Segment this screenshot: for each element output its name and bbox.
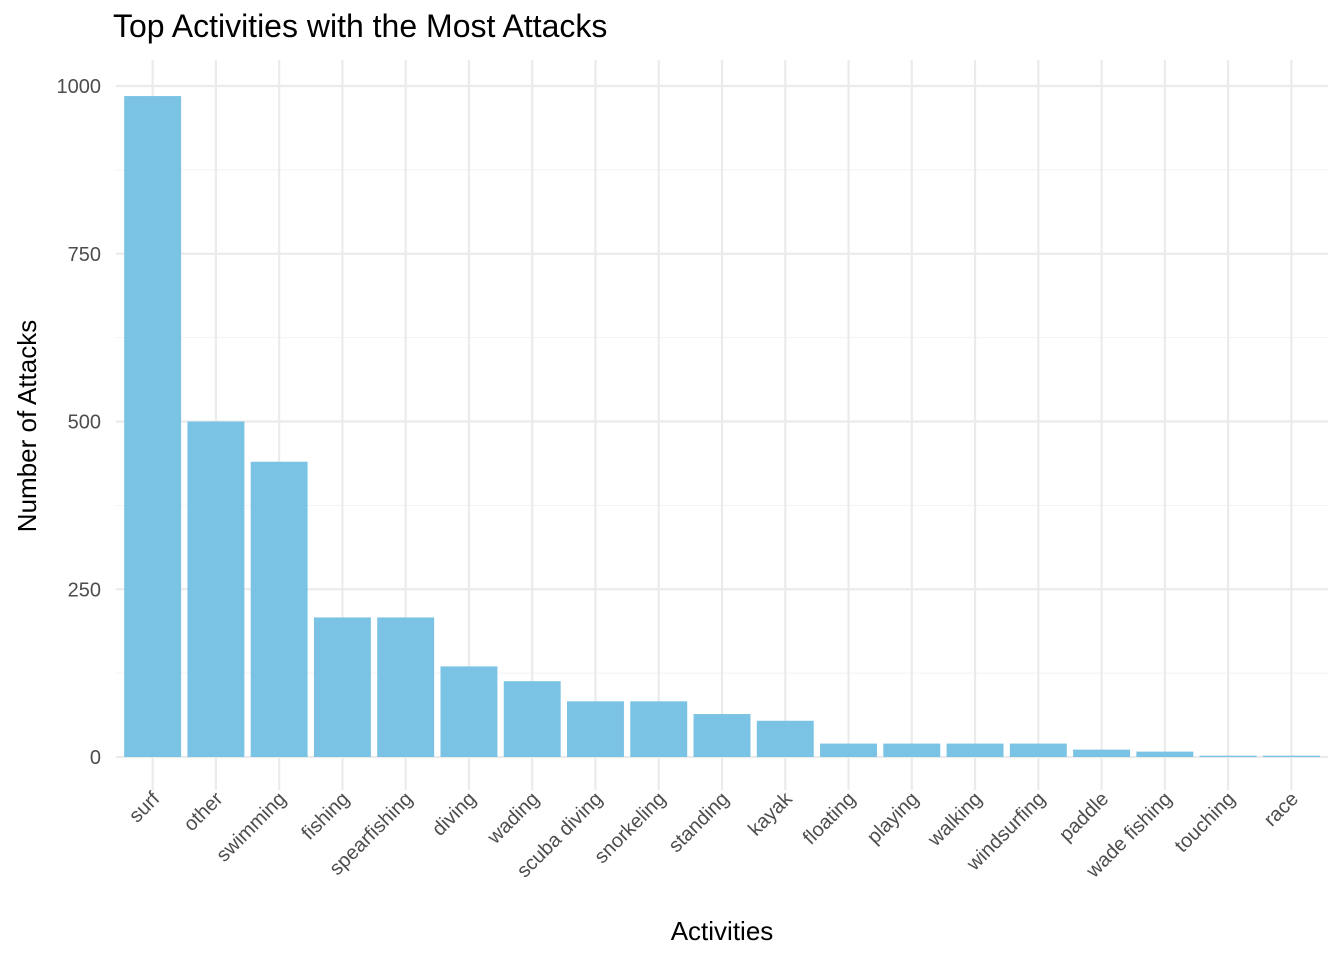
- bar-other: [187, 421, 245, 757]
- bar-kayak: [756, 720, 814, 757]
- x-tick-label: other: [180, 788, 228, 836]
- bar-standing: [693, 714, 751, 757]
- x-tick-label: surf: [125, 788, 164, 827]
- bar-windsurfing: [1009, 743, 1067, 757]
- bar-race: [1262, 755, 1320, 757]
- x-tick-label: walking: [923, 788, 986, 851]
- x-tick-label: fishing: [298, 788, 354, 844]
- x-tick-label: floating: [799, 788, 860, 849]
- bar-surf: [124, 96, 182, 757]
- x-tick-label: touching: [1171, 788, 1240, 857]
- x-tick-label: race: [1260, 788, 1303, 831]
- x-tick-label: kayak: [744, 787, 797, 840]
- y-tick-label: 0: [90, 747, 101, 769]
- bar-playing: [883, 743, 941, 757]
- y-tick-label: 250: [68, 579, 101, 601]
- bar-spearfishing: [377, 617, 435, 757]
- x-tick-label: paddle: [1055, 788, 1113, 846]
- y-tick-label: 750: [68, 244, 101, 266]
- x-tick-label: playing: [863, 788, 923, 848]
- bar-swimming: [250, 461, 308, 757]
- bar-scuba-diving: [567, 701, 624, 757]
- x-tick-label: diving: [428, 788, 481, 841]
- x-tick-label: standing: [665, 788, 734, 857]
- bar-fishing: [313, 617, 371, 757]
- bar-diving: [440, 666, 498, 757]
- bar-paddle: [1073, 749, 1131, 757]
- chart-title: Top Activities with the Most Attacks: [113, 8, 608, 44]
- x-tick-label: swimming: [212, 788, 290, 866]
- y-tick-label: 500: [68, 412, 101, 434]
- x-axis-title: Activities: [671, 916, 774, 946]
- y-axis-title: Number of Attacks: [12, 320, 42, 532]
- y-tick-label: 1000: [57, 76, 102, 98]
- bar-touching: [1199, 755, 1257, 757]
- bar-snorkeling: [630, 701, 688, 757]
- bar-wade-fishing: [1136, 751, 1194, 757]
- bar-floating: [820, 743, 877, 757]
- y-axis-ticks: 0 250 500 750 1000: [57, 76, 102, 769]
- x-tick-label: wading: [483, 788, 544, 849]
- bar-walking: [946, 743, 1004, 757]
- bars: [124, 96, 1320, 757]
- bar-wading: [503, 681, 561, 757]
